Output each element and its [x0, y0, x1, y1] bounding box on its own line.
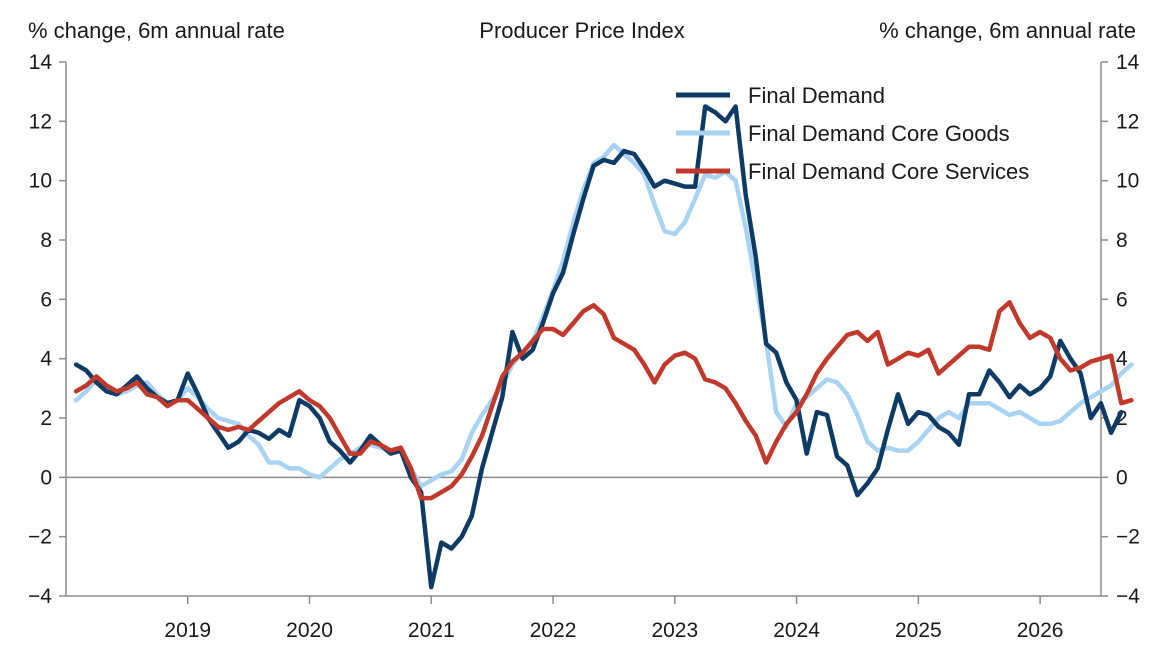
y-tick-label-left: −2 — [28, 526, 52, 549]
x-tick-label: 2022 — [530, 619, 577, 642]
axes: −4 −4 −2 −2 0 0 2 2 4 4 6 6 8 8 10 10 12 12 14 14 2019 2020 20… — [28, 51, 1140, 642]
legend-label-final-demand-core-services: Final Demand Core Services — [748, 159, 1029, 184]
y-tick-label-left: 14 — [29, 51, 53, 74]
y-tick-label-left: 4 — [40, 348, 52, 371]
x-tick-label: 2021 — [408, 619, 455, 642]
legend-label-final-demand-core-goods: Final Demand Core Goods — [748, 121, 1010, 146]
y-tick-label-left: −4 — [28, 585, 52, 608]
x-tick-label: 2024 — [773, 619, 820, 642]
series-lines — [73, 104, 1134, 590]
x-tick-label: 2025 — [895, 619, 942, 642]
y-tick-label-right: 14 — [1116, 51, 1140, 74]
series-line-final-demand-core-services — [73, 300, 1134, 501]
plot-area: −4 −4 −2 −2 0 0 2 2 4 4 6 6 8 8 10 10 12 12 14 14 2019 2020 20… — [28, 51, 1140, 642]
legend-label-final-demand: Final Demand — [748, 83, 885, 108]
series-line-final-demand-core-goods — [73, 142, 1134, 489]
x-tick-label: 2019 — [164, 619, 211, 642]
x-tick-label: 2023 — [651, 619, 698, 642]
legend: Final Demand Final Demand Core Goods Final… — [676, 83, 1029, 184]
y-tick-label-right: 8 — [1116, 229, 1128, 252]
y-tick-label-right: 12 — [1116, 110, 1139, 133]
x-tick-label: 2026 — [1017, 619, 1064, 642]
y-tick-label-left: 6 — [40, 288, 52, 311]
y-tick-label-right: 10 — [1116, 170, 1139, 193]
chart-title: Producer Price Index — [479, 18, 684, 43]
y-tick-label-right: 4 — [1116, 348, 1128, 371]
y-tick-label-right: −2 — [1116, 526, 1140, 549]
y-axis-label-right: % change, 6m annual rate — [879, 18, 1136, 43]
y-tick-label-left: 10 — [29, 170, 52, 193]
y-tick-label-right: 0 — [1116, 466, 1128, 489]
y-tick-label-left: 2 — [40, 407, 52, 430]
y-axis-label-left: % change, 6m annual rate — [28, 18, 285, 43]
y-tick-label-right: −4 — [1116, 585, 1140, 608]
y-tick-label-right: 6 — [1116, 288, 1128, 311]
y-tick-label-right: 2 — [1116, 407, 1128, 430]
y-tick-label-left: 12 — [29, 110, 52, 133]
x-tick-label: 2020 — [286, 619, 333, 642]
y-tick-label-left: 8 — [40, 229, 52, 252]
y-tick-label-left: 0 — [40, 466, 52, 489]
